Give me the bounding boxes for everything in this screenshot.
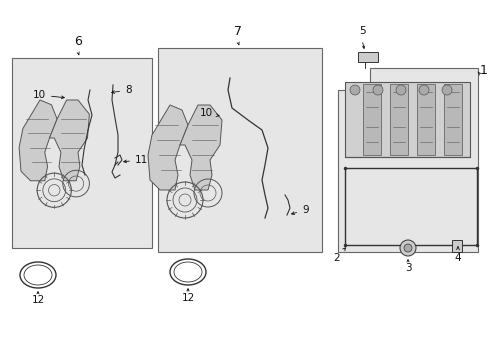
Polygon shape xyxy=(358,52,378,62)
Text: 5: 5 xyxy=(359,26,366,36)
Text: 12: 12 xyxy=(181,293,195,303)
Circle shape xyxy=(396,85,406,95)
Bar xyxy=(12,58,152,248)
Circle shape xyxy=(419,85,429,95)
Circle shape xyxy=(404,244,412,252)
Text: 10: 10 xyxy=(200,108,219,118)
Bar xyxy=(390,84,408,155)
Text: 7: 7 xyxy=(234,25,242,38)
Text: 12: 12 xyxy=(31,295,45,305)
Bar xyxy=(363,84,381,155)
Polygon shape xyxy=(49,100,89,181)
Polygon shape xyxy=(19,100,57,181)
Text: 1: 1 xyxy=(480,63,488,77)
Polygon shape xyxy=(338,68,478,252)
Bar xyxy=(417,84,435,155)
Text: 8: 8 xyxy=(112,85,132,95)
Polygon shape xyxy=(180,105,222,190)
Bar xyxy=(158,48,322,252)
Circle shape xyxy=(400,240,416,256)
Bar xyxy=(444,84,462,155)
Text: 4: 4 xyxy=(455,247,461,263)
Text: 2: 2 xyxy=(333,248,345,263)
Text: 6: 6 xyxy=(74,35,82,48)
Circle shape xyxy=(350,85,360,95)
Circle shape xyxy=(373,85,383,95)
Text: 11: 11 xyxy=(123,155,148,165)
Text: 10: 10 xyxy=(33,90,64,100)
Circle shape xyxy=(442,85,452,95)
Polygon shape xyxy=(452,240,462,252)
Text: 3: 3 xyxy=(405,263,411,273)
Bar xyxy=(345,82,470,157)
Text: 9: 9 xyxy=(292,205,309,215)
Polygon shape xyxy=(148,105,188,190)
